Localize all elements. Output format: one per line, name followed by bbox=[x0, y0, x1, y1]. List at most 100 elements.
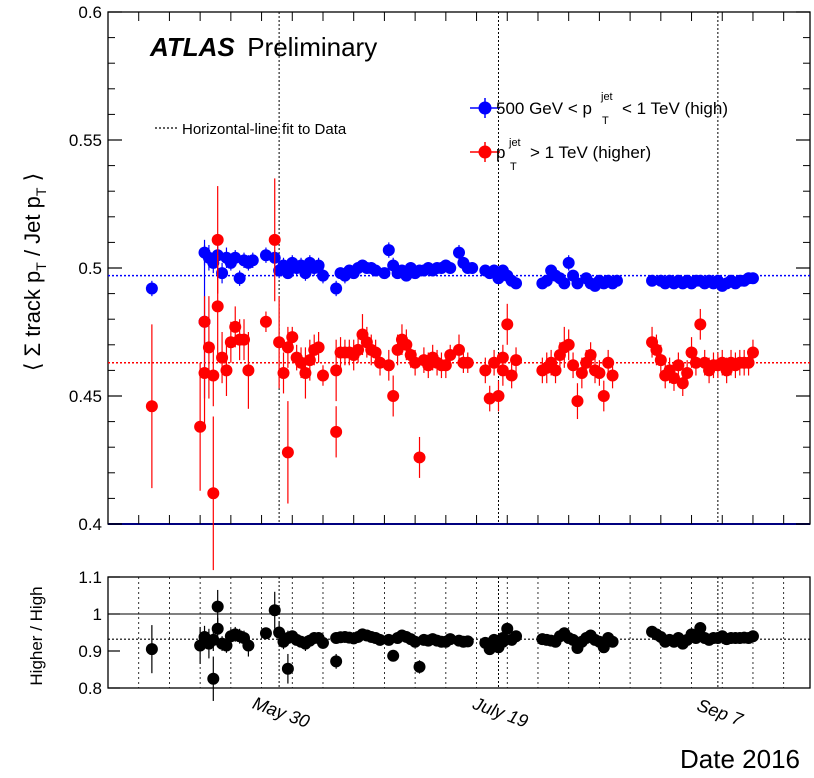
status-label: Preliminary bbox=[247, 32, 377, 62]
higher-point-93 bbox=[676, 377, 689, 390]
higher-point-9 bbox=[216, 351, 229, 364]
higher-point-82 bbox=[593, 366, 606, 379]
higher-point-56 bbox=[444, 349, 457, 362]
x-date-label-1: July 19 bbox=[469, 693, 530, 732]
higher-point-14 bbox=[238, 333, 251, 346]
high-point-37 bbox=[378, 267, 391, 280]
ratio-point-67 bbox=[510, 630, 523, 643]
higher-point-4 bbox=[202, 341, 215, 354]
x-date-label-2: Sep 7 bbox=[694, 695, 746, 730]
high-point-6 bbox=[216, 267, 229, 280]
higher-point-7 bbox=[211, 300, 224, 313]
ratio-point-29 bbox=[330, 655, 343, 668]
high-point-0 bbox=[145, 282, 158, 295]
higher-point-66 bbox=[501, 318, 514, 331]
higher-point-67 bbox=[505, 369, 518, 382]
legend-higher-text: p bbox=[496, 143, 505, 162]
ratio-point-42 bbox=[387, 649, 400, 662]
higher-point-8 bbox=[211, 233, 224, 246]
atlas-label: ATLAS Preliminary bbox=[149, 32, 377, 62]
higher-point-43 bbox=[387, 390, 400, 402]
ratio-point-15 bbox=[259, 627, 272, 640]
higher-point-59 bbox=[461, 356, 474, 369]
higher-point-16 bbox=[259, 315, 272, 328]
higher-point-75 bbox=[562, 338, 575, 351]
higher-point-96 bbox=[689, 356, 702, 369]
higher-point-88 bbox=[654, 354, 667, 367]
high-point-18 bbox=[281, 267, 294, 280]
higher-point-68 bbox=[510, 354, 523, 367]
main-ytick-label-2: 0.5 bbox=[78, 259, 102, 278]
ratio-point-16 bbox=[268, 604, 281, 617]
higher-point-21 bbox=[281, 341, 294, 354]
higher-point-22 bbox=[286, 331, 299, 344]
high-point-73 bbox=[571, 277, 584, 290]
higher-point-80 bbox=[584, 349, 597, 362]
higher-point-5 bbox=[207, 487, 220, 500]
higher-point-31 bbox=[330, 425, 343, 438]
higher-point-44 bbox=[391, 343, 404, 356]
higher-point-1 bbox=[194, 420, 207, 433]
ratio-ytick-label-1: 0.9 bbox=[78, 642, 102, 661]
high-point-64 bbox=[510, 277, 523, 290]
higher-point-109 bbox=[746, 346, 759, 359]
ratio-point-6 bbox=[211, 622, 224, 635]
ratio-point-108 bbox=[746, 630, 759, 643]
higher-point-63 bbox=[492, 390, 505, 402]
ratio-plot-frame bbox=[107, 576, 811, 689]
higher-point-94 bbox=[681, 366, 694, 379]
high-point-82 bbox=[646, 274, 659, 287]
ratio-point-0 bbox=[145, 643, 158, 656]
high-point-81 bbox=[610, 274, 623, 287]
higher-point-76 bbox=[567, 359, 580, 372]
higher-point-10 bbox=[220, 364, 233, 377]
higher-point-60 bbox=[479, 364, 492, 377]
ratio-point-65 bbox=[501, 622, 514, 635]
higher-point-62 bbox=[488, 356, 501, 369]
legend-higher-sup: jet bbox=[508, 137, 521, 149]
higher-point-6 bbox=[207, 369, 220, 382]
ratio-point-96 bbox=[694, 622, 707, 635]
ratio-point-40 bbox=[374, 633, 387, 646]
higher-point-19 bbox=[277, 366, 290, 379]
high-point-26 bbox=[316, 269, 329, 282]
higher-point-83 bbox=[597, 390, 610, 402]
main-y-axis-title: ⟨ Σ track pT / Jet pT ⟩ bbox=[20, 173, 49, 371]
ratio-point-9 bbox=[220, 639, 233, 652]
legend-higher-marker bbox=[478, 145, 492, 159]
higher-point-29 bbox=[316, 369, 329, 382]
high-point-53 bbox=[453, 246, 465, 259]
higher-point-25 bbox=[299, 366, 312, 379]
x-axis-title: Date 2016 bbox=[680, 744, 800, 774]
higher-point-65 bbox=[496, 364, 509, 377]
ratio-point-58 bbox=[461, 635, 474, 648]
higher-point-0 bbox=[145, 400, 158, 413]
ratio-axis-ticks: 0.8 0.9 1 1.1 May 30 July 19 Sep 7 bbox=[78, 568, 746, 732]
higher-point-85 bbox=[606, 369, 619, 382]
higher-point-46 bbox=[400, 338, 413, 351]
high-point-10 bbox=[233, 272, 246, 285]
experiment-name: ATLAS bbox=[149, 32, 235, 62]
higher-point-20 bbox=[281, 446, 294, 459]
high-point-22 bbox=[299, 267, 312, 280]
higher-point-72 bbox=[549, 364, 562, 377]
higher-point-42 bbox=[382, 359, 395, 372]
legend-higher-sub: T bbox=[510, 161, 517, 173]
ratio-data-points bbox=[145, 589, 759, 701]
ratio-ytick-label-0: 0.8 bbox=[78, 679, 102, 698]
high-point-38 bbox=[382, 244, 395, 257]
higher-point-18 bbox=[273, 336, 286, 349]
higher-point-30 bbox=[330, 364, 343, 377]
higher-point-95 bbox=[685, 346, 698, 359]
legend: 500 GeV < p jet T < 1 TeV (high) p jet T… bbox=[155, 91, 728, 173]
ratio-ytick-label-3: 1.1 bbox=[78, 568, 102, 587]
higher-point-55 bbox=[439, 359, 452, 372]
ratio-point-82 bbox=[597, 641, 610, 654]
x-date-label-0: May 30 bbox=[250, 693, 312, 732]
higher-point-12 bbox=[229, 320, 242, 333]
ratio-point-14 bbox=[242, 639, 255, 652]
legend-fit-text: Horizontal-line fit to Data bbox=[182, 121, 347, 138]
high-point-56 bbox=[466, 262, 479, 274]
ratio-y-axis-title: Higher / High bbox=[27, 586, 46, 685]
